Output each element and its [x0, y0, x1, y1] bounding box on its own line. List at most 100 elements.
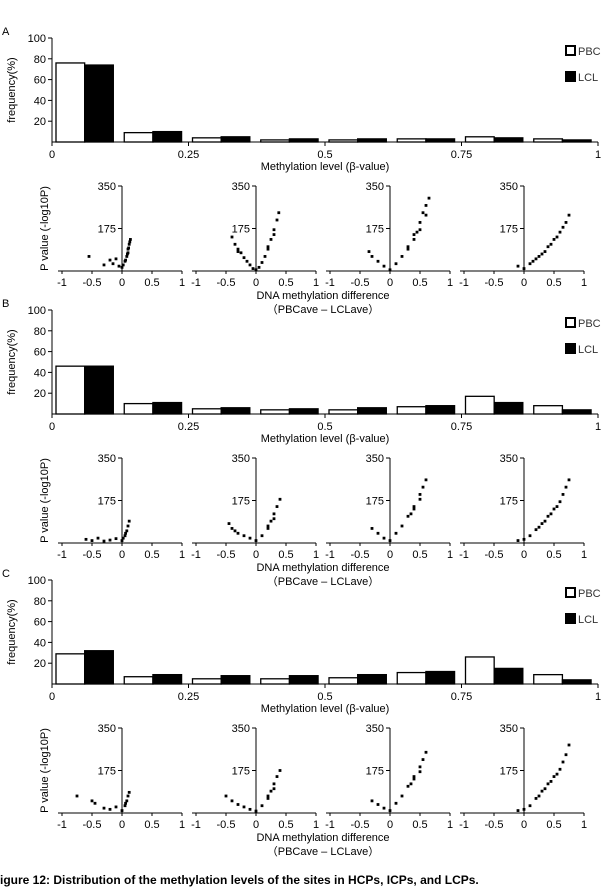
- scatter-y-tick-label: 350: [98, 453, 116, 465]
- legend-swatch-lcl: [565, 613, 576, 624]
- scatter-y-tick-label: 350: [500, 181, 518, 193]
- scatter-x-tick-label: 0: [119, 277, 125, 289]
- scatter-point: [376, 259, 380, 263]
- scatter-point: [102, 806, 106, 810]
- scatter-point: [561, 493, 565, 496]
- scatter-point: [516, 264, 520, 268]
- bar-y-axis-label: frequency(%): [6, 57, 18, 122]
- bar-pbc: [328, 409, 359, 415]
- scatter-point: [239, 251, 243, 255]
- scatter-point: [254, 809, 258, 813]
- bar-pbc: [123, 402, 154, 415]
- panel-label: C: [2, 568, 10, 580]
- bar-x-tick-label: 0: [49, 421, 55, 433]
- bar-pbc: [396, 138, 427, 143]
- scatter-x-axis-label: DNA methylation difference: [256, 832, 389, 844]
- scatter-point: [528, 534, 532, 538]
- scatter-x-tick-label: -0.5: [83, 277, 102, 289]
- scatter-point: [248, 263, 252, 267]
- scatter-x-tick-label: 1: [313, 277, 319, 289]
- scatter-point: [549, 780, 553, 783]
- scatter-point: [367, 250, 371, 253]
- legend-swatch-lcl: [565, 71, 576, 82]
- bar-pbc: [464, 395, 495, 415]
- scatter-point: [543, 519, 547, 523]
- scatter-x-tick-label: -1: [57, 819, 67, 831]
- figure-caption: igure 12: Distribution of the methylatio…: [0, 873, 479, 887]
- scatter-point: [537, 255, 541, 258]
- scatter-y-tick-label: 175: [232, 496, 250, 508]
- scatter-point: [537, 794, 541, 798]
- scatter-point: [278, 497, 282, 501]
- scatter-point: [528, 262, 532, 266]
- bar-y-tick-label: 100: [28, 305, 46, 317]
- scatter-point: [543, 250, 547, 253]
- scatter-point: [418, 770, 422, 774]
- scatter-point: [427, 196, 431, 200]
- bar-x-tick-label: 0.5: [317, 149, 332, 161]
- scatter-point: [108, 807, 112, 811]
- bar-lcl: [493, 667, 524, 685]
- scatter-point: [534, 257, 538, 261]
- scatter-x-tick-label: -1: [459, 549, 469, 561]
- scatter-y-tick-label: 175: [98, 496, 116, 508]
- bar-y-tick-label: 60: [34, 75, 46, 87]
- scatter-point: [394, 801, 398, 805]
- scatter-point: [260, 261, 264, 264]
- scatter-point: [546, 782, 550, 786]
- scatter-point: [266, 247, 270, 251]
- scatter-point: [120, 539, 124, 542]
- bar-y-tick-label: 40: [34, 95, 46, 107]
- scatter-x-tick-label: -0.5: [217, 819, 236, 831]
- scatter-y-tick-label: 175: [98, 766, 116, 778]
- bar-pbc: [533, 138, 564, 143]
- scatter-point: [564, 753, 568, 757]
- bar-pbc: [464, 136, 495, 143]
- scatter-x-tick-label: 0.5: [546, 819, 561, 831]
- bar-y-tick-label: 80: [34, 596, 46, 608]
- scatter-x-tick-label: 0: [253, 277, 259, 289]
- scatter-point: [388, 268, 392, 272]
- bar-y-tick-label: 100: [28, 33, 46, 45]
- scatter-point: [272, 782, 276, 786]
- bar-y-tick-label: 100: [28, 575, 46, 587]
- scatter-y-tick-label: 350: [366, 723, 384, 735]
- scatter-y-tick-label: 175: [366, 224, 384, 236]
- scatter-point: [418, 765, 422, 769]
- scatter-x-tick-label: 0: [119, 549, 125, 561]
- bar-pbc: [533, 405, 564, 415]
- scatter-point: [129, 238, 132, 241]
- scatter-point: [124, 258, 127, 262]
- scatter-x-tick-label: -1: [459, 277, 469, 289]
- scatter-y-axis-label: P value (-log10P): [39, 728, 51, 813]
- scatter-point: [531, 259, 535, 263]
- scatter-point: [522, 267, 526, 270]
- scatter-point: [394, 262, 398, 266]
- bar-y-tick-label: 60: [34, 617, 46, 629]
- bar-x-tick-label: 0.25: [178, 691, 199, 703]
- scatter-y-tick-label: 350: [232, 723, 250, 735]
- scatter-point: [567, 743, 571, 747]
- scatter-y-tick-label: 350: [500, 453, 518, 465]
- scatter-point: [421, 211, 425, 215]
- bar-pbc: [260, 409, 291, 415]
- bar-lcl: [288, 675, 319, 685]
- bar-lcl: [288, 138, 319, 143]
- scatter-point: [412, 233, 416, 236]
- scatter-point: [552, 775, 556, 778]
- bar-pbc: [191, 137, 222, 143]
- scatter-x-axis-label: DNA methylation difference: [256, 562, 389, 574]
- bar-pbc: [191, 678, 222, 685]
- scatter-x-tick-label: 0: [119, 819, 125, 831]
- legend-label-lcl: LCL: [578, 72, 598, 84]
- scatter-point: [418, 493, 422, 496]
- bar-lcl: [493, 401, 524, 415]
- scatter-x-tick-label: -0.5: [485, 819, 504, 831]
- bar-x-tick-label: 1: [595, 691, 601, 703]
- scatter-point: [406, 784, 410, 788]
- bar-x-axis-label: Methylation level (β-value): [261, 703, 390, 715]
- scatter-point: [424, 478, 428, 482]
- bar-x-tick-label: 0.25: [178, 149, 199, 161]
- scatter-point: [266, 245, 270, 249]
- bar-lcl: [84, 365, 114, 415]
